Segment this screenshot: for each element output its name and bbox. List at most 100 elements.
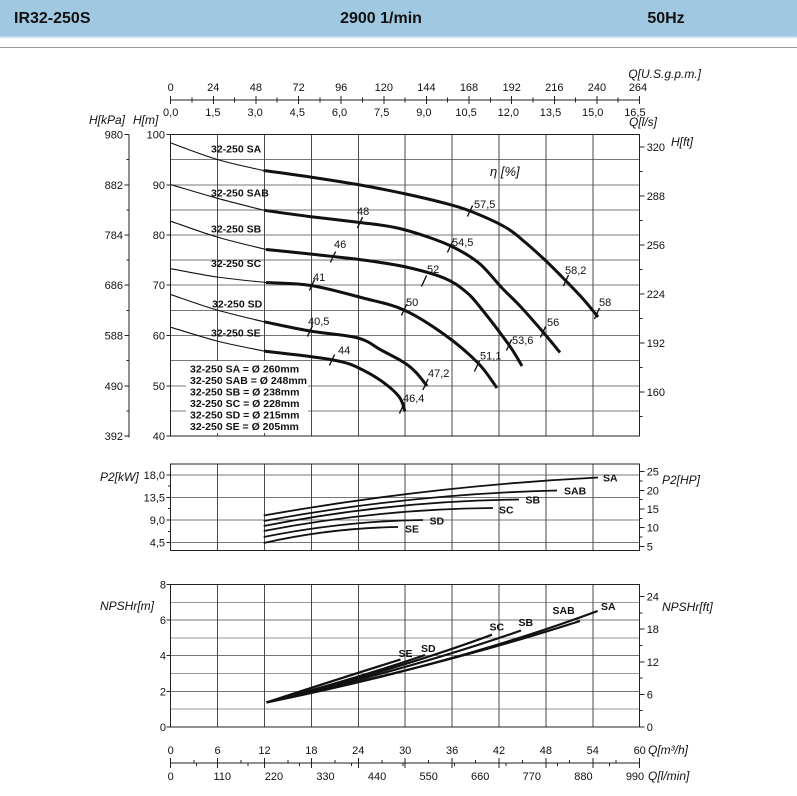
svg-text:52: 52 xyxy=(427,264,439,276)
svg-text:32-250 SE: 32-250 SE xyxy=(211,328,261,340)
svg-text:9,0: 9,0 xyxy=(416,107,431,119)
svg-text:392: 392 xyxy=(105,431,123,443)
svg-text:5: 5 xyxy=(647,541,653,553)
svg-text:24: 24 xyxy=(647,592,659,604)
svg-text:8: 8 xyxy=(160,579,166,591)
svg-text:686: 686 xyxy=(105,280,123,292)
svg-text:40: 40 xyxy=(153,431,165,443)
svg-text:9,0: 9,0 xyxy=(150,515,165,527)
svg-text:SA: SA xyxy=(601,601,616,613)
svg-text:32-250 SAB = Ø 248mm: 32-250 SAB = Ø 248mm xyxy=(190,375,307,387)
svg-text:168: 168 xyxy=(460,82,478,94)
svg-text:54: 54 xyxy=(587,745,599,757)
svg-text:SC: SC xyxy=(499,505,514,517)
svg-text:SB: SB xyxy=(526,495,541,507)
svg-text:NPSHr[m]: NPSHr[m] xyxy=(100,599,155,613)
svg-text:0: 0 xyxy=(647,722,653,734)
svg-text:SD: SD xyxy=(430,516,445,528)
svg-text:588: 588 xyxy=(105,331,123,343)
svg-text:80: 80 xyxy=(153,230,165,242)
svg-text:25: 25 xyxy=(647,467,659,479)
svg-text:Q[l/min]: Q[l/min] xyxy=(648,769,690,783)
svg-text:10: 10 xyxy=(647,523,659,535)
svg-text:32-250 SAB: 32-250 SAB xyxy=(211,188,269,200)
svg-text:57,5: 57,5 xyxy=(474,199,495,211)
svg-text:SE: SE xyxy=(399,648,413,660)
svg-text:32-250 SB = Ø 238mm: 32-250 SB = Ø 238mm xyxy=(190,387,299,399)
svg-text:288: 288 xyxy=(647,191,665,203)
svg-text:48: 48 xyxy=(250,82,262,94)
svg-text:41: 41 xyxy=(313,272,325,284)
svg-text:32-250 SD: 32-250 SD xyxy=(212,299,263,311)
svg-text:0: 0 xyxy=(168,82,174,94)
svg-text:32-250 SA: 32-250 SA xyxy=(211,144,262,156)
svg-text:784: 784 xyxy=(105,230,123,242)
svg-text:550: 550 xyxy=(420,771,438,783)
svg-text:58: 58 xyxy=(599,297,611,309)
svg-text:51,1: 51,1 xyxy=(480,351,501,363)
svg-text:44: 44 xyxy=(338,345,350,357)
svg-text:320: 320 xyxy=(647,142,665,154)
svg-text:53,6: 53,6 xyxy=(512,335,533,347)
svg-text:H[m]: H[m] xyxy=(133,113,159,127)
svg-text:18,0: 18,0 xyxy=(144,470,165,482)
svg-text:4: 4 xyxy=(160,651,166,663)
svg-text:880: 880 xyxy=(574,771,592,783)
svg-text:660: 660 xyxy=(471,771,489,783)
svg-text:12: 12 xyxy=(258,745,270,757)
svg-text:Q[U.S.g.p.m.]: Q[U.S.g.p.m.] xyxy=(628,67,701,81)
svg-text:30: 30 xyxy=(399,745,411,757)
svg-text:6,0: 6,0 xyxy=(332,107,347,119)
svg-text:SA: SA xyxy=(603,473,618,485)
svg-text:220: 220 xyxy=(265,771,283,783)
svg-text:6: 6 xyxy=(160,615,166,627)
svg-text:90: 90 xyxy=(153,180,165,192)
svg-text:3,0: 3,0 xyxy=(247,107,262,119)
svg-text:490: 490 xyxy=(105,381,123,393)
svg-text:24: 24 xyxy=(352,745,364,757)
svg-text:32-250 SC = Ø 228mm: 32-250 SC = Ø 228mm xyxy=(190,398,299,410)
svg-text:0,0: 0,0 xyxy=(163,107,178,119)
svg-text:40,5: 40,5 xyxy=(308,316,329,328)
svg-text:990: 990 xyxy=(626,771,644,783)
svg-text:120: 120 xyxy=(375,82,393,94)
svg-text:2900 1/min: 2900 1/min xyxy=(340,10,422,27)
svg-text:48: 48 xyxy=(540,745,552,757)
svg-text:4,5: 4,5 xyxy=(290,107,305,119)
svg-text:32-250 SB: 32-250 SB xyxy=(211,224,262,236)
svg-text:13,5: 13,5 xyxy=(144,492,165,504)
svg-text:60: 60 xyxy=(153,331,165,343)
svg-text:SE: SE xyxy=(405,524,419,536)
svg-text:224: 224 xyxy=(647,289,665,301)
svg-text:70: 70 xyxy=(153,280,165,292)
svg-text:770: 770 xyxy=(523,771,541,783)
svg-text:58,2: 58,2 xyxy=(565,265,586,277)
svg-text:SC: SC xyxy=(490,622,505,634)
svg-text:42: 42 xyxy=(493,745,505,757)
svg-text:440: 440 xyxy=(368,771,386,783)
svg-text:6: 6 xyxy=(215,745,221,757)
svg-text:144: 144 xyxy=(417,82,435,94)
svg-text:16,5: 16,5 xyxy=(624,107,645,119)
svg-text:P2[HP]: P2[HP] xyxy=(662,473,701,487)
svg-text:Q[m³/h]: Q[m³/h] xyxy=(648,743,689,757)
svg-text:15: 15 xyxy=(647,504,659,516)
svg-text:15,0: 15,0 xyxy=(582,107,603,119)
svg-text:P2[kW]: P2[kW] xyxy=(100,470,139,484)
svg-text:32-250 SE = Ø 205mm: 32-250 SE = Ø 205mm xyxy=(190,421,299,433)
svg-text:1,5: 1,5 xyxy=(205,107,220,119)
svg-text:18: 18 xyxy=(647,624,659,636)
svg-text:4,5: 4,5 xyxy=(150,538,165,550)
svg-text:6: 6 xyxy=(647,689,653,701)
svg-text:32-250 SA = Ø 260mm: 32-250 SA = Ø 260mm xyxy=(190,364,299,376)
svg-text:0: 0 xyxy=(160,722,166,734)
svg-text:24: 24 xyxy=(207,82,219,94)
svg-text:36: 36 xyxy=(446,745,458,757)
svg-text:50Hz: 50Hz xyxy=(647,10,684,27)
svg-text:2: 2 xyxy=(160,686,166,698)
svg-text:96: 96 xyxy=(335,82,347,94)
svg-text:20: 20 xyxy=(647,485,659,497)
svg-text:264: 264 xyxy=(629,82,647,94)
svg-text:SAB: SAB xyxy=(553,605,576,617)
svg-text:882: 882 xyxy=(105,180,123,192)
